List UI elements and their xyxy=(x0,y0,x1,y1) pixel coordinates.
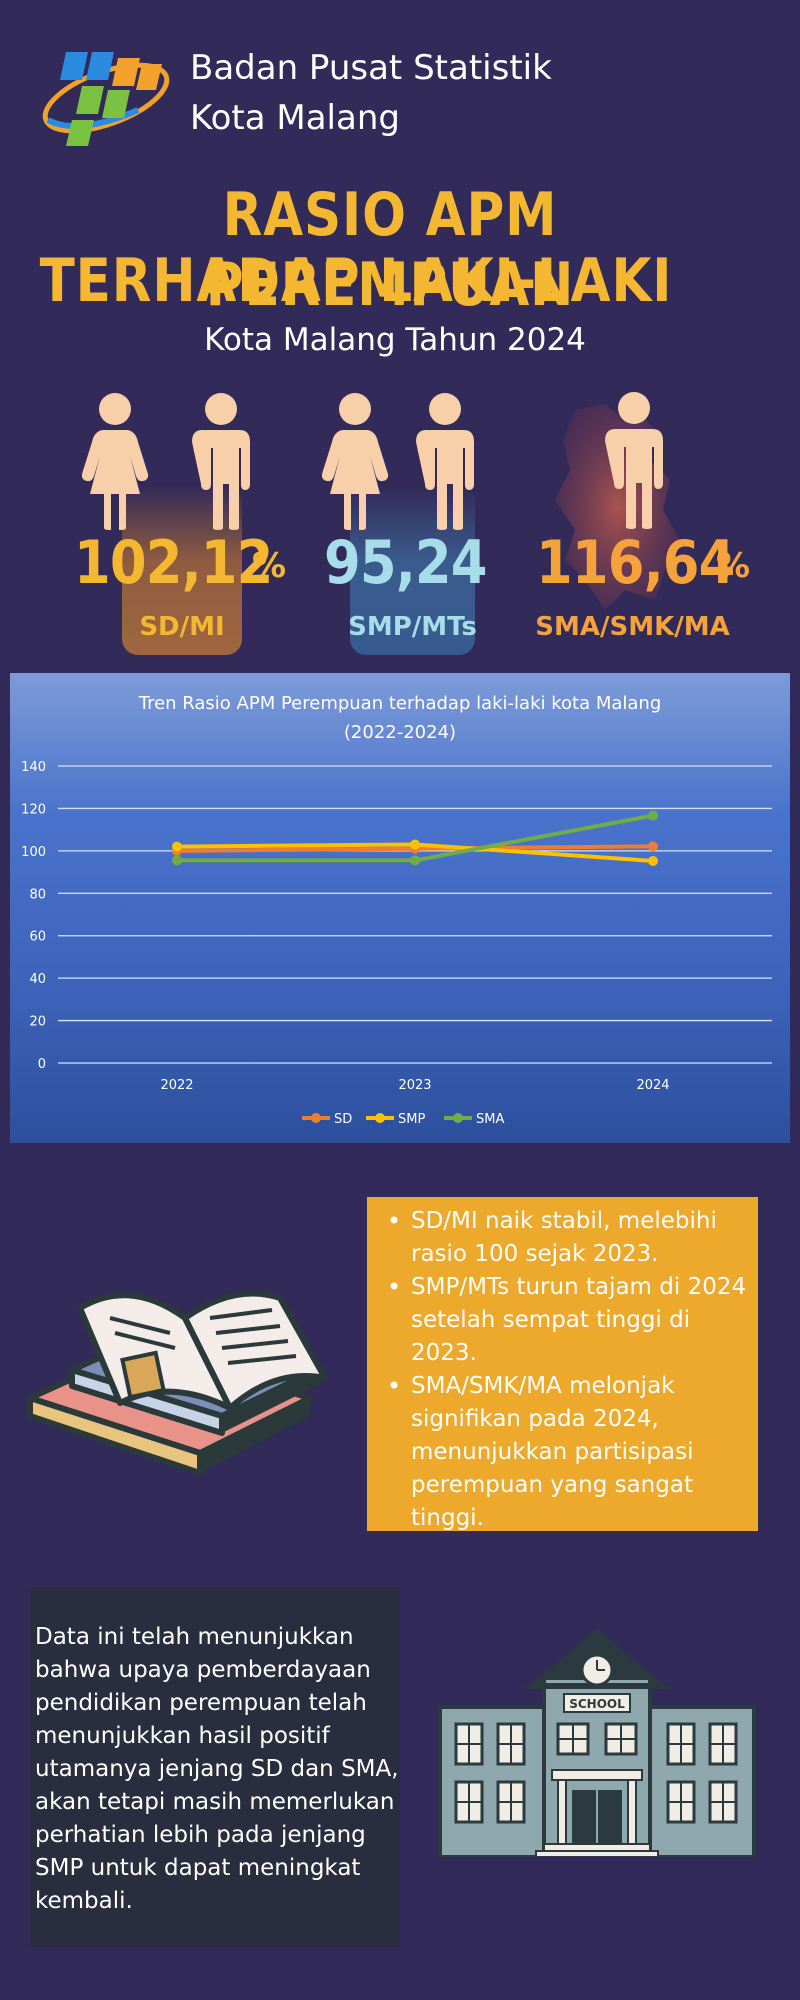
stat-sd: 102,12% xyxy=(74,528,286,598)
bps-logo xyxy=(42,52,170,146)
legend-swatch-marker xyxy=(375,1113,385,1123)
school-sign-text: SCHOOL xyxy=(569,1697,625,1711)
data-point-smp xyxy=(648,855,658,866)
stat-sma-value: 116,64 xyxy=(536,528,735,598)
legend-swatch-marker xyxy=(311,1113,321,1123)
insight-item: SD/MI naik stabil, melebihi rasio 100 se… xyxy=(367,1205,754,1271)
male-person-icon xyxy=(416,393,474,530)
page-title-line1: RASIO APM PEREMPUAN xyxy=(205,180,575,320)
stat-sma-unit: % xyxy=(716,546,751,586)
y-tick-label: 40 xyxy=(29,972,46,987)
stat-smp: 95,24 xyxy=(324,528,509,598)
page-subtitle: Kota Malang Tahun 2024 xyxy=(204,322,586,358)
data-point-sma xyxy=(172,855,182,866)
org-name-line1: Badan Pusat Statistik xyxy=(190,48,552,88)
legend-label: SMP xyxy=(398,1112,425,1127)
conclusion-text: Data ini telah menunjukkan bahwa upaya p… xyxy=(35,1624,399,1914)
legend-swatch-marker xyxy=(453,1113,463,1123)
conclusion-box: Data ini telah menunjukkan bahwa upaya p… xyxy=(30,1587,400,1947)
data-point-smp xyxy=(172,841,182,852)
data-point-smp xyxy=(410,839,420,850)
y-tick-label: 20 xyxy=(29,1015,46,1030)
stat-sd-label: SD/MI xyxy=(139,612,225,642)
insight-box: SD/MI naik stabil, melebihi rasio 100 se… xyxy=(367,1197,758,1531)
insight-item: SMA/SMK/MA melonjak signifikan pada 2024… xyxy=(367,1370,754,1535)
y-tick-label: 100 xyxy=(21,845,46,860)
y-tick-label: 0 xyxy=(38,1057,46,1072)
data-point-sma xyxy=(410,855,420,866)
data-point-sma xyxy=(648,810,658,821)
data-point-sd xyxy=(648,841,658,852)
insight-list: SD/MI naik stabil, melebihi rasio 100 se… xyxy=(367,1205,754,1535)
stat-smp-label: SMP/MTs xyxy=(348,612,477,642)
insight-item: SMP/MTs turun tajam di 2024 setelah semp… xyxy=(367,1271,754,1370)
stat-sd-value: 102,12 xyxy=(74,528,273,598)
y-tick-label: 80 xyxy=(29,887,46,902)
stat-sma: 116,64% xyxy=(536,528,750,598)
y-tick-label: 60 xyxy=(29,930,46,945)
trend-chart: Tren Rasio APM Perempuan terhadap laki-l… xyxy=(10,673,790,1143)
trend-chart-svg: Tren Rasio APM Perempuan terhadap laki-l… xyxy=(21,693,772,1127)
legend-label: SD xyxy=(334,1112,352,1127)
x-tick-label: 2024 xyxy=(636,1078,669,1093)
chart-title-line2: (2022-2024) xyxy=(344,722,456,743)
legend-label: SMA xyxy=(476,1112,504,1127)
stat-sd-unit: % xyxy=(252,546,287,586)
org-name-line2: Kota Malang xyxy=(190,98,400,138)
school-building-illustration: SCHOOL xyxy=(438,1628,756,1857)
female-person-icon xyxy=(81,393,149,530)
stat-sma-label: SMA/SMK/MA xyxy=(535,612,730,642)
chart-title-line1: Tren Rasio APM Perempuan terhadap laki-l… xyxy=(138,693,662,714)
male-person-icon xyxy=(192,393,250,530)
y-tick-label: 140 xyxy=(21,760,46,775)
x-tick-label: 2022 xyxy=(160,1078,193,1093)
books-illustration xyxy=(27,1290,328,1476)
y-tick-label: 120 xyxy=(21,802,46,817)
male-person-icon xyxy=(605,392,663,529)
page-title-line2: TERHADAP LAKI-LAKI xyxy=(39,246,673,316)
female-person-icon xyxy=(321,393,389,530)
stat-smp-value: 95,24 xyxy=(324,528,488,598)
x-tick-label: 2023 xyxy=(398,1078,431,1093)
